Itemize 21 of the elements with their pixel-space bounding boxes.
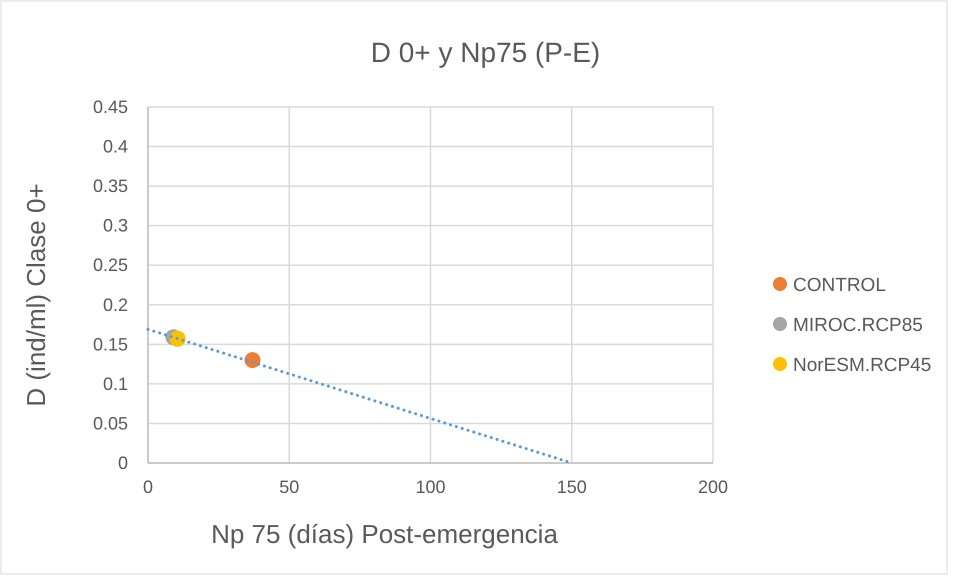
x-tick-label: 0: [142, 477, 154, 497]
y-tick-label: 0.2: [102, 294, 128, 315]
x-tick-label: 100: [415, 477, 446, 497]
y-tick-label: 0: [118, 453, 128, 473]
y-tick-label: 0.4: [102, 136, 128, 157]
y-tick-label: 0.05: [92, 413, 128, 434]
legend-label: CONTROL: [793, 275, 886, 296]
y-tick-label: 0.3: [102, 216, 128, 236]
x-tick-label: 50: [279, 477, 300, 497]
legend-label: NorESM.RCP45: [793, 355, 932, 376]
y-tick-label: 0.35: [92, 176, 128, 196]
x-axis-title: Np 75 (días) Post-emergencia: [211, 519, 558, 549]
y-tick-label: 0.1: [102, 374, 128, 394]
y-tick-label: 0.45: [92, 97, 128, 117]
chart-title: D 0+ y Np75 (P-E): [370, 37, 600, 68]
legend-label: MIROC.RCP85: [793, 315, 923, 336]
y-axis-title: D (ind/ml) Clase 0+: [21, 183, 51, 407]
y-tick-label: 0.25: [92, 255, 128, 276]
x-tick-label: 150: [556, 477, 587, 497]
x-tick-label: 200: [698, 477, 728, 497]
y-tick-label: 0.15: [92, 334, 128, 354]
